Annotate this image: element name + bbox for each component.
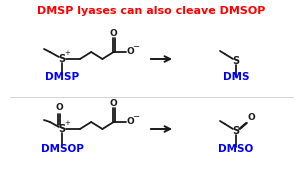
Text: O: O — [55, 104, 63, 112]
Text: S: S — [58, 124, 65, 134]
Text: S: S — [58, 54, 65, 64]
Text: O: O — [110, 29, 118, 37]
Text: DMSOP: DMSOP — [41, 144, 83, 154]
Text: DMSP lyases can also cleave DMSOP: DMSP lyases can also cleave DMSOP — [37, 6, 266, 16]
Text: +: + — [64, 120, 70, 126]
Text: O: O — [247, 114, 255, 122]
Text: +: + — [64, 50, 70, 56]
Text: O: O — [110, 98, 118, 108]
Text: S: S — [232, 56, 240, 66]
Text: O: O — [126, 118, 134, 126]
Text: DMSP: DMSP — [45, 72, 79, 82]
Text: DMS: DMS — [223, 72, 249, 82]
Text: S: S — [232, 126, 240, 136]
Text: −: − — [132, 112, 139, 122]
Text: −: − — [132, 43, 139, 51]
Text: O: O — [126, 47, 134, 57]
Text: DMSO: DMSO — [218, 144, 254, 154]
